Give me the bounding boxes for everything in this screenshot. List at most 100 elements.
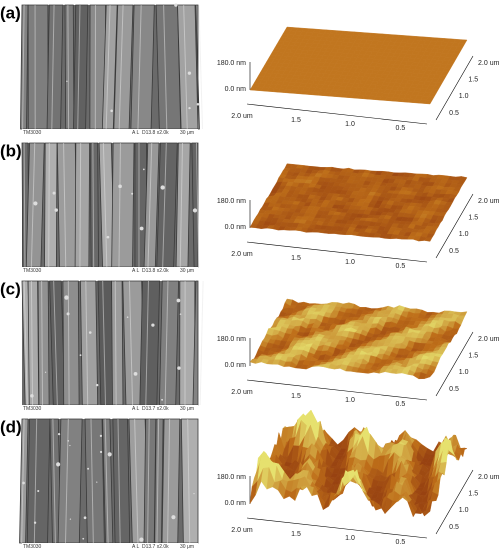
sem-highlight xyxy=(104,418,109,544)
sem-fiber xyxy=(27,280,40,406)
sem-highlight xyxy=(53,280,58,406)
sem-highlight xyxy=(187,418,191,544)
sem-fiber xyxy=(80,280,99,406)
sem-debris xyxy=(110,109,113,113)
afm-y-label: 2.0 um xyxy=(478,336,500,343)
panel-label: (c) xyxy=(0,279,21,298)
afm-y-label: 1.0 xyxy=(459,507,469,514)
sem-highlight xyxy=(90,418,94,544)
sem-fiber xyxy=(159,280,179,406)
afm-axis xyxy=(435,193,474,259)
sem-highlight xyxy=(85,280,89,406)
sem-instrument: TM3030 xyxy=(23,406,42,412)
sem-debris xyxy=(177,366,181,370)
afm-z-label: 180.0 nm xyxy=(217,60,246,67)
sem-highlight xyxy=(118,4,124,130)
sem-info: D13.7 x2.0k xyxy=(142,406,169,412)
afm-x-label: 1.0 xyxy=(345,397,355,404)
sem-scale: 30 μm xyxy=(180,130,194,136)
sem-fiber xyxy=(111,142,135,268)
sem-instrument: TM3030 xyxy=(23,268,42,274)
sem-highlight xyxy=(63,142,67,268)
sem-debris xyxy=(95,383,99,387)
sem-instrument: TM3030 xyxy=(23,544,42,550)
sem-fiber xyxy=(111,280,124,406)
sem-debris xyxy=(96,481,98,483)
afm-axis xyxy=(246,103,428,125)
sem-debris xyxy=(79,354,82,357)
sem-fiber xyxy=(139,280,160,406)
sem-fiber xyxy=(175,142,191,268)
afm-axis xyxy=(435,55,474,121)
sem-fiber xyxy=(155,4,182,130)
sem-highlight xyxy=(156,418,160,544)
sem-scale: 30 μm xyxy=(180,544,194,550)
sem-highlight xyxy=(52,418,56,544)
sem-highlight xyxy=(162,142,167,268)
afm-y-label: 1.5 xyxy=(468,77,478,84)
afm-axis xyxy=(435,331,474,397)
sem-highlight xyxy=(164,280,169,406)
sem-highlight xyxy=(102,280,107,406)
afm-x-label: 1.5 xyxy=(291,117,301,124)
afm-y-label: 0.5 xyxy=(449,386,459,393)
afm-y-label: 1.5 xyxy=(468,491,478,498)
sem-debris xyxy=(44,371,47,373)
sem-debris xyxy=(22,481,25,485)
panel-label: (d) xyxy=(0,417,22,436)
afm-y-label: 1.5 xyxy=(468,353,478,360)
afm-y-label: 2.0 um xyxy=(478,60,500,67)
sem-debris xyxy=(30,394,34,398)
sem-debris xyxy=(52,191,56,195)
sem-debris xyxy=(69,444,71,447)
sem-fiber xyxy=(74,142,90,268)
sem-info: D13.8 x2.0k xyxy=(142,268,169,274)
afm-axis xyxy=(435,469,474,535)
afm-x-label: 1.0 xyxy=(345,121,355,128)
afm-z-label: 0.0 nm xyxy=(225,86,247,93)
sem-debris xyxy=(87,467,90,470)
sem-highlight xyxy=(22,4,25,130)
sem-debris xyxy=(82,537,85,540)
sem-debris xyxy=(67,440,70,442)
sem-highlight xyxy=(145,280,149,406)
sem-debris xyxy=(54,208,58,212)
afm-x-label: 1.5 xyxy=(291,531,301,538)
sem-debris xyxy=(66,80,68,82)
sem-highlight xyxy=(114,280,117,406)
sem-fiber xyxy=(64,4,75,130)
sem-debris xyxy=(106,235,110,239)
sem-debris xyxy=(83,516,87,520)
sem-debris xyxy=(179,313,182,315)
sem-debris xyxy=(37,489,40,493)
sem-debris xyxy=(33,521,37,524)
sem-info: D13.7 x2.0k xyxy=(142,544,169,550)
sem-debris xyxy=(196,102,200,106)
afm-z-label: 0.0 nm xyxy=(225,500,247,507)
sem-debris xyxy=(33,201,38,206)
afm-y-label: 0.5 xyxy=(449,110,459,117)
afm-x-label: 0.5 xyxy=(396,401,406,408)
afm-x-label: 1.5 xyxy=(291,255,301,262)
sem-scale: 30 μm xyxy=(180,268,194,274)
sem-highlight xyxy=(79,142,82,268)
afm-x-label: 2.0 um xyxy=(231,251,253,258)
sem-highlight xyxy=(183,4,188,130)
afm-x-label: 0.5 xyxy=(396,125,406,132)
sem-debris xyxy=(176,298,181,303)
sem-info: D13.8 x2.0k xyxy=(142,130,169,136)
sem-debris xyxy=(174,3,178,7)
afm-x-label: 2.0 um xyxy=(231,389,253,396)
sem-debris xyxy=(192,208,198,213)
sem-highlight xyxy=(134,418,139,544)
sem-debris xyxy=(139,537,144,542)
afm-y-label: 0.5 xyxy=(449,248,459,255)
sem-debris xyxy=(131,192,134,195)
afm-surface xyxy=(424,99,433,105)
sem-fiber xyxy=(44,142,58,268)
sem-debris xyxy=(57,432,61,436)
sem-highlight xyxy=(77,4,81,130)
sem-debris xyxy=(160,185,165,190)
sem-fiber xyxy=(62,280,80,406)
